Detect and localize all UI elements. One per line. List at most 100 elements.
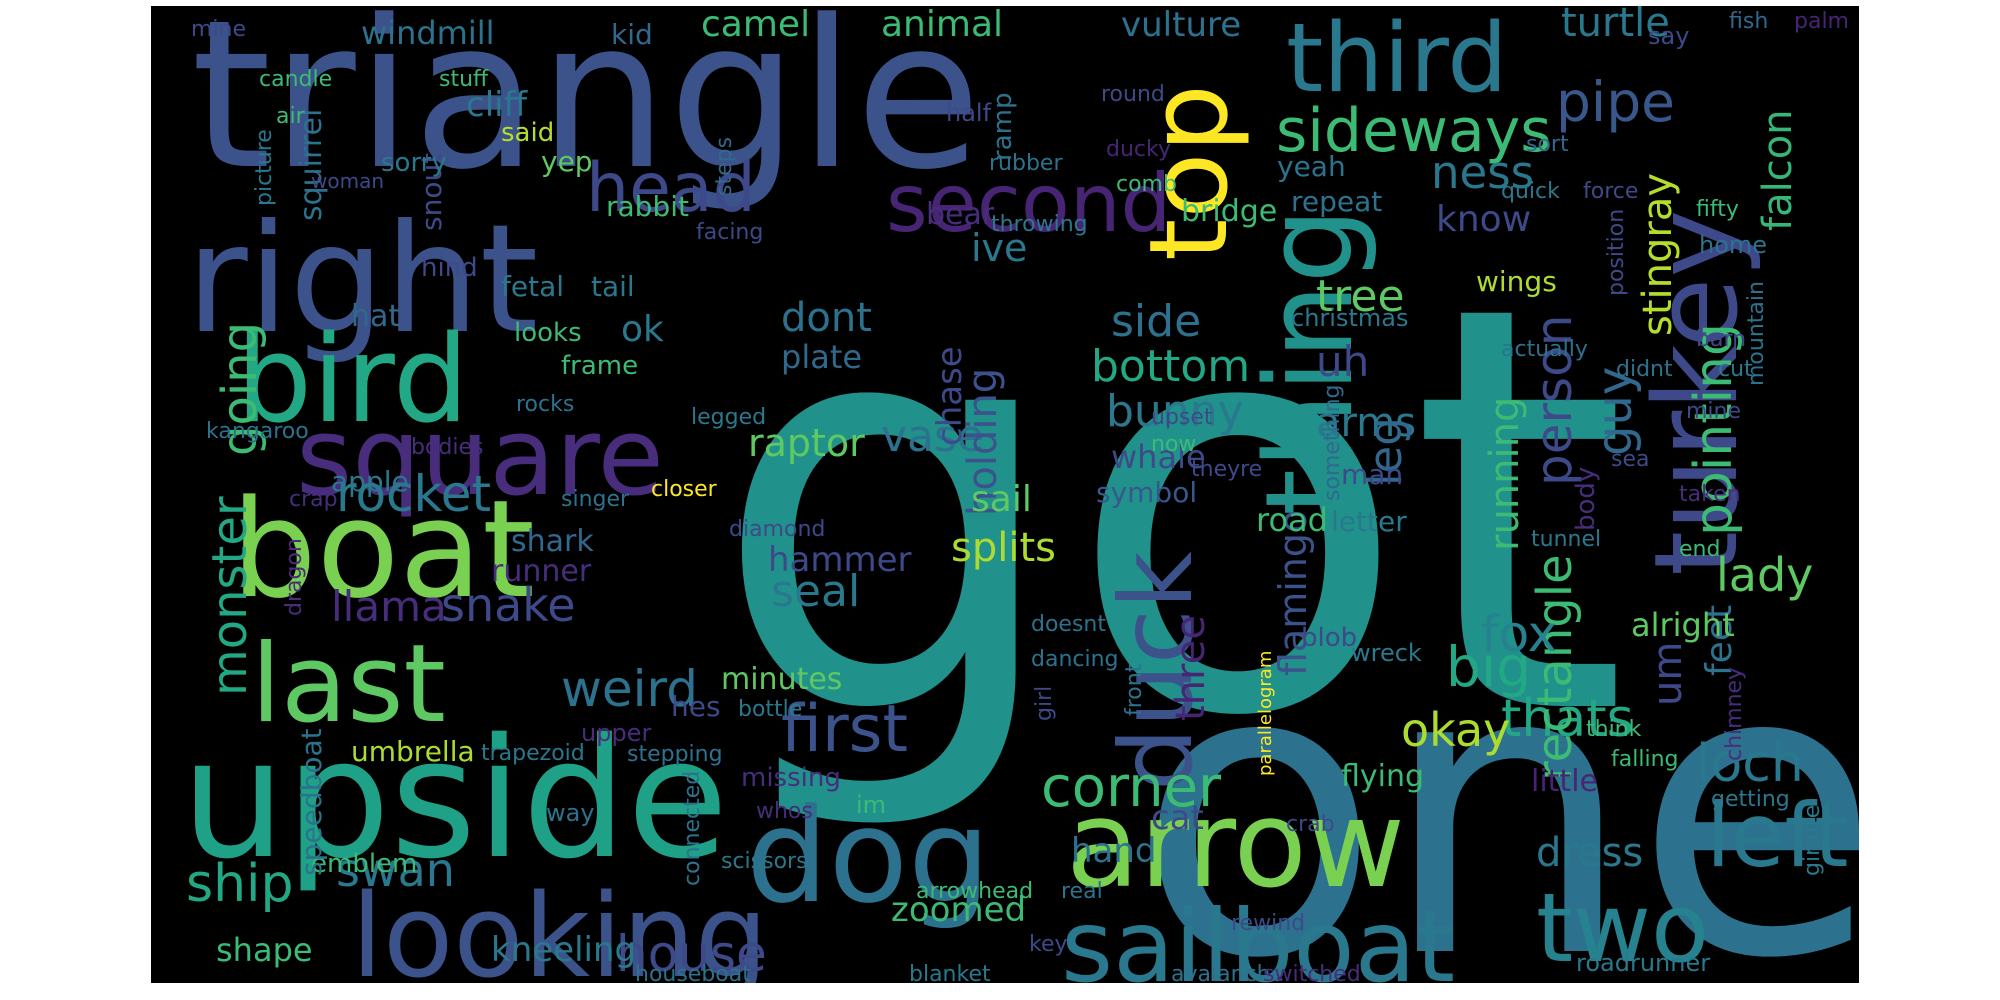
word-llama: llama bbox=[331, 582, 447, 631]
word-stuff: stuff bbox=[439, 67, 489, 92]
word-throwing: throwing bbox=[991, 212, 1088, 237]
word-hat: hat bbox=[351, 299, 400, 334]
word-switched: switched bbox=[1263, 962, 1361, 983]
word-side: side bbox=[1111, 296, 1201, 347]
word-got: got bbox=[711, 187, 1629, 839]
word-flamingo: flamingo bbox=[1271, 510, 1315, 676]
word-ive: ive bbox=[971, 226, 1027, 270]
word-fifty: fifty bbox=[1696, 197, 1739, 222]
word-emblem: emblem bbox=[311, 849, 417, 879]
word-wreck: wreck bbox=[1351, 639, 1422, 667]
word-swan: swan bbox=[336, 843, 455, 897]
word-seal: seal bbox=[771, 566, 860, 617]
word-round: round bbox=[1101, 82, 1165, 107]
word-end: end bbox=[1679, 537, 1720, 562]
word-arrowhead: arrowhead bbox=[916, 879, 1033, 904]
word-dress: dress bbox=[1536, 830, 1643, 876]
word-position: position bbox=[1604, 209, 1629, 296]
word-closer: closer bbox=[651, 477, 718, 502]
word-comb: comb bbox=[1116, 172, 1177, 197]
word-runner: runner bbox=[491, 554, 592, 589]
word-upset: upset bbox=[1151, 405, 1213, 430]
word-legged: legged bbox=[691, 405, 766, 430]
word-body: body bbox=[1571, 467, 1601, 531]
word-mountain: mountain bbox=[1744, 281, 1769, 386]
word-windmill: windmill bbox=[361, 14, 495, 52]
word-rectangle: rectangle bbox=[1527, 554, 1583, 781]
word-vase: vase bbox=[881, 411, 984, 462]
word-alright: alright bbox=[1631, 606, 1735, 644]
word-facing: facing bbox=[696, 220, 763, 245]
word-camel: camel bbox=[701, 6, 810, 45]
word-weird: weird bbox=[561, 660, 698, 718]
word-said: said bbox=[501, 118, 554, 148]
word-quick: quick bbox=[1501, 179, 1560, 204]
word-holding: holding bbox=[960, 368, 1006, 516]
word-trapezoid: trapezoid bbox=[481, 741, 585, 766]
word-upside: upside bbox=[181, 703, 728, 895]
word-sailboat: sailboat bbox=[1061, 888, 1455, 983]
word-tunnel: tunnel bbox=[1531, 527, 1601, 552]
word-letter: letter bbox=[1331, 505, 1407, 538]
word-sideways: sideways bbox=[1276, 96, 1552, 166]
word-something: something bbox=[1320, 385, 1345, 501]
word-snout: snout bbox=[415, 153, 448, 231]
word-duck: duck bbox=[1098, 551, 1215, 791]
word-vulture: vulture bbox=[1121, 6, 1241, 45]
word-speedboat: speedboat bbox=[295, 728, 328, 876]
word-flying: flying bbox=[1341, 759, 1424, 794]
word-man: man bbox=[1341, 458, 1403, 491]
word-square: square bbox=[296, 395, 664, 520]
word-real: real bbox=[1061, 879, 1103, 904]
word-sorry: sorry bbox=[381, 148, 447, 178]
word-looking: looking bbox=[351, 870, 768, 983]
word-two: two bbox=[1536, 874, 1709, 983]
word-cat: cat bbox=[1151, 798, 1204, 838]
word-corner: corner bbox=[1041, 755, 1222, 820]
word-ness: ness bbox=[1431, 146, 1534, 199]
word-triangle: triangle bbox=[191, 6, 981, 215]
word-splits: splits bbox=[951, 525, 1056, 571]
word-loch: loch bbox=[1696, 734, 1804, 794]
word-whale: whale bbox=[1111, 438, 1206, 476]
word-girl: girl bbox=[1032, 686, 1057, 721]
word-um: um bbox=[1645, 642, 1691, 706]
word-person: person bbox=[1525, 315, 1583, 486]
word-diamond: diamond bbox=[729, 517, 825, 542]
word-actually: actually bbox=[1501, 337, 1588, 362]
word-bridge: bridge bbox=[1181, 194, 1277, 229]
word-cloud-panel: got one triangle right boat upside bird square l… bbox=[151, 6, 1859, 983]
word-thing: thing bbox=[1241, 207, 1380, 516]
word-little: little bbox=[1531, 764, 1598, 799]
word-taken: taken bbox=[1679, 482, 1741, 507]
word-big: big bbox=[1446, 635, 1531, 699]
word-chimney: chimney bbox=[1722, 667, 1747, 761]
word-stingray: stingray bbox=[1635, 173, 1681, 336]
word-dont: dont bbox=[781, 295, 872, 341]
word-pipe: pipe bbox=[1556, 70, 1675, 134]
word-avalanche: avalanche bbox=[1171, 962, 1284, 983]
word-crap: crap bbox=[289, 487, 338, 512]
word-second: second bbox=[886, 157, 1171, 250]
word-leg: leg bbox=[1359, 417, 1412, 486]
word-kangaroo: kangaroo bbox=[206, 419, 309, 444]
word-rewind: rewind bbox=[1231, 911, 1305, 936]
word-singer: singer bbox=[561, 487, 630, 512]
word-raptor: raptor bbox=[748, 421, 865, 465]
word-stepping: stepping bbox=[627, 742, 723, 767]
word-falling: falling bbox=[1611, 747, 1678, 772]
word-tail: tail bbox=[591, 270, 635, 303]
word-steps: steps bbox=[712, 137, 737, 196]
word-mine: mine bbox=[191, 17, 246, 42]
word-way: way bbox=[546, 799, 595, 827]
word-didnt: didnt bbox=[1616, 357, 1673, 382]
word-bottle: bottle bbox=[738, 697, 802, 722]
word-fish: fish bbox=[1729, 9, 1768, 34]
word-head: head bbox=[586, 149, 756, 228]
word-hind: hind bbox=[421, 253, 478, 283]
word-kid: kid bbox=[611, 18, 653, 51]
word-houseboat: houseboat bbox=[635, 962, 751, 983]
word-chase: chase bbox=[930, 346, 970, 446]
word-bunny: bunny bbox=[1106, 386, 1244, 437]
